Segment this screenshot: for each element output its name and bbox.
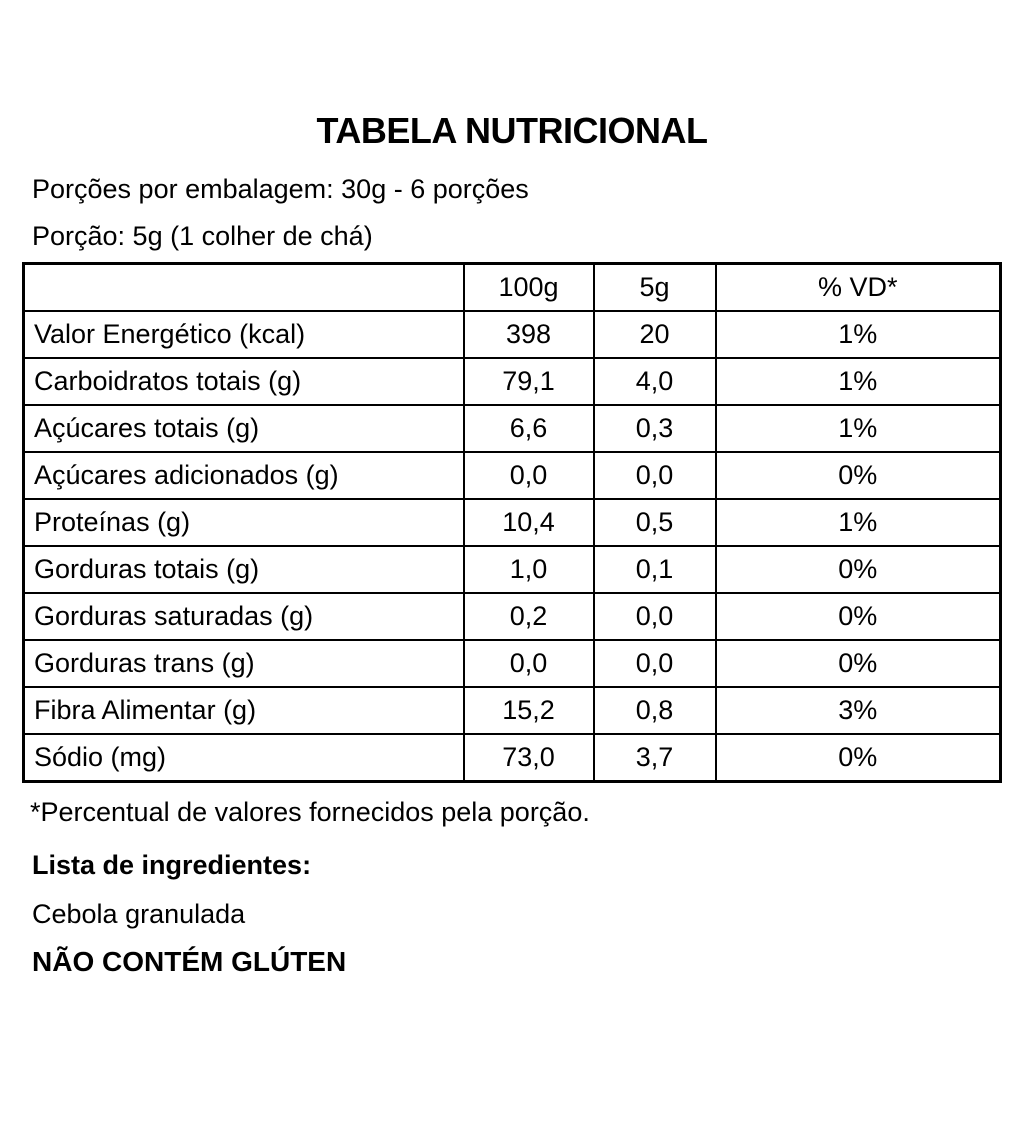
- value-5g-cell: 0,0: [592, 639, 717, 688]
- table-row: Fibra Alimentar (g) 15,2 0,8 3%: [22, 686, 1002, 735]
- value-5g-cell: 20: [592, 310, 717, 359]
- value-vd-cell: 0%: [714, 545, 1002, 594]
- value-vd-cell: 0%: [714, 639, 1002, 688]
- nutrient-name-cell: Gorduras totais (g): [22, 545, 465, 594]
- value-vd-cell: 1%: [714, 310, 1002, 359]
- table-row: Gorduras totais (g) 1,0 0,1 0%: [22, 545, 1002, 594]
- ingredients-heading: Lista de ingredientes:: [32, 850, 312, 880]
- ingredients-list: Cebola granulada: [32, 899, 246, 929]
- header-cell-vd: % VD*: [714, 262, 1002, 312]
- header-cell-100g: 100g: [462, 262, 595, 312]
- table-row: Carboidratos totais (g) 79,1 4,0 1%: [22, 357, 1002, 406]
- nutrient-name-cell: Carboidratos totais (g): [22, 357, 465, 406]
- header-cell-empty: [22, 262, 465, 312]
- value-100g-cell: 73,0: [462, 733, 595, 783]
- value-5g-cell: 0,3: [592, 404, 717, 453]
- gluten-free-notice: NÃO CONTÉM GLÚTEN: [32, 946, 347, 977]
- value-100g-cell: 0,0: [462, 451, 595, 500]
- nutrient-name-cell: Açúcares adicionados (g): [22, 451, 465, 500]
- servings-per-package-text: Porções por embalagem: 30g - 6 porções: [32, 174, 529, 204]
- value-100g-cell: 10,4: [462, 498, 595, 547]
- value-5g-cell: 0,0: [592, 451, 717, 500]
- value-5g-cell: 0,5: [592, 498, 717, 547]
- page-title: TABELA NUTRICIONAL: [316, 110, 708, 151]
- nutrient-name-cell: Sódio (mg): [22, 733, 465, 783]
- table-row: Açúcares totais (g) 6,6 0,3 1%: [22, 404, 1002, 453]
- nutrition-table: 100g 5g % VD* Valor Energético (kcal) 39…: [22, 262, 1002, 783]
- nutrient-name-cell: Fibra Alimentar (g): [22, 686, 465, 735]
- nutrition-label-page: TABELA NUTRICIONAL Porções por embalagem…: [0, 110, 1024, 1134]
- value-5g-cell: 4,0: [592, 357, 717, 406]
- value-100g-cell: 0,0: [462, 639, 595, 688]
- value-100g-cell: 0,2: [462, 592, 595, 641]
- value-100g-cell: 398: [462, 310, 595, 359]
- table-row: Gorduras saturadas (g) 0,2 0,0 0%: [22, 592, 1002, 641]
- table-row: Açúcares adicionados (g) 0,0 0,0 0%: [22, 451, 1002, 500]
- value-vd-cell: 3%: [714, 686, 1002, 735]
- value-100g-cell: 79,1: [462, 357, 595, 406]
- table-header-row: 100g 5g % VD*: [22, 262, 1002, 312]
- value-5g-cell: 0,0: [592, 592, 717, 641]
- value-5g-cell: 0,8: [592, 686, 717, 735]
- value-100g-cell: 15,2: [462, 686, 595, 735]
- nutrient-name-cell: Gorduras trans (g): [22, 639, 465, 688]
- value-5g-cell: 0,1: [592, 545, 717, 594]
- table-row: Valor Energético (kcal) 398 20 1%: [22, 310, 1002, 359]
- value-100g-cell: 6,6: [462, 404, 595, 453]
- nutrient-name-cell: Gorduras saturadas (g): [22, 592, 465, 641]
- header-cell-5g: 5g: [592, 262, 717, 312]
- value-vd-cell: 0%: [714, 451, 1002, 500]
- table-row: Proteínas (g) 10,4 0,5 1%: [22, 498, 1002, 547]
- nutrient-name-cell: Açúcares totais (g): [22, 404, 465, 453]
- value-5g-cell: 3,7: [592, 733, 717, 783]
- table-row: Gorduras trans (g) 0,0 0,0 0%: [22, 639, 1002, 688]
- serving-size-text: Porção: 5g (1 colher de chá): [32, 221, 373, 251]
- value-vd-cell: 1%: [714, 498, 1002, 547]
- value-vd-cell: 1%: [714, 404, 1002, 453]
- value-vd-cell: 0%: [714, 733, 1002, 783]
- table-row: Sódio (mg) 73,0 3,7 0%: [22, 733, 1002, 783]
- nutrient-name-cell: Valor Energético (kcal): [22, 310, 465, 359]
- vd-footnote: *Percentual de valores fornecidos pela p…: [30, 797, 590, 827]
- value-vd-cell: 1%: [714, 357, 1002, 406]
- value-100g-cell: 1,0: [462, 545, 595, 594]
- nutrient-name-cell: Proteínas (g): [22, 498, 465, 547]
- value-vd-cell: 0%: [714, 592, 1002, 641]
